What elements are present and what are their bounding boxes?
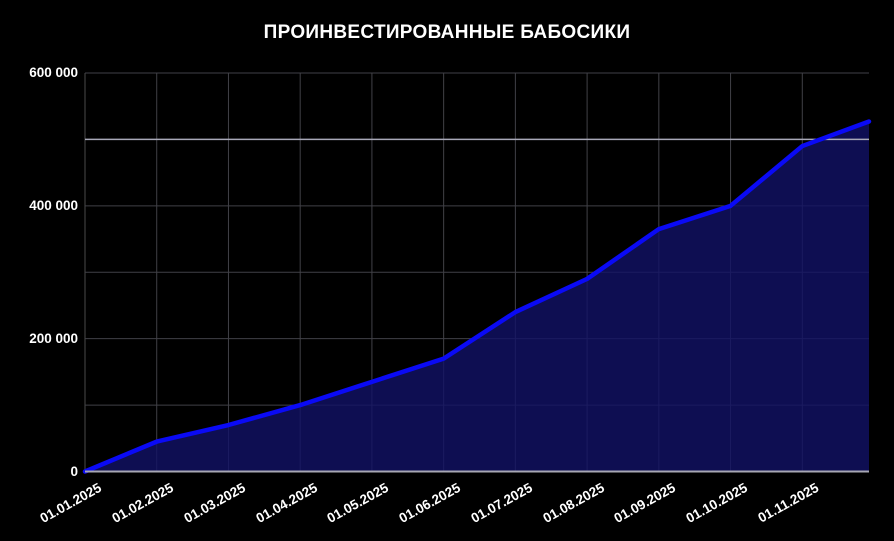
y-axis-tick-label: 200 000: [29, 330, 78, 346]
y-axis-tick-label: 0: [70, 463, 78, 479]
data-line: [82, 119, 872, 474]
y-axis-tick-label: 400 000: [29, 197, 78, 213]
chart-title: ПРОИНВЕСТИРОВАННЫЕ БАБОСИКИ: [263, 22, 631, 43]
y-axis-tick-label: 600 000: [29, 65, 78, 80]
area-fill: [85, 121, 869, 472]
